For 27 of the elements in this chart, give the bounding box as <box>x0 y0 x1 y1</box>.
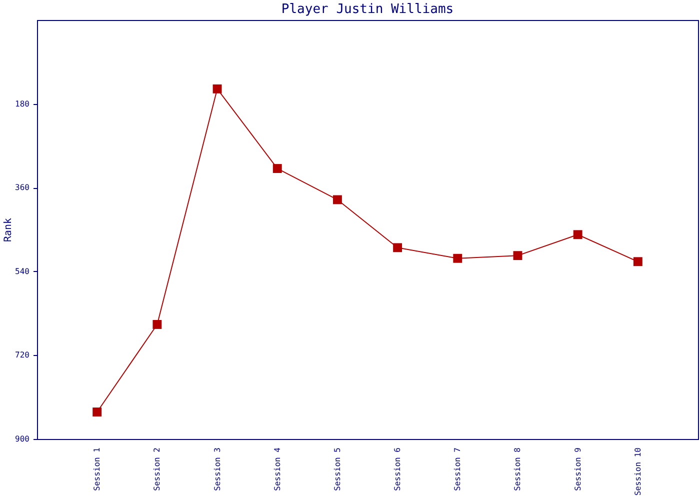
point <box>332 195 342 204</box>
point <box>152 320 162 329</box>
x-tick-label: Session 1 <box>92 447 102 491</box>
x-tick-label: Session 7 <box>453 447 462 491</box>
chart-title: Player Justin Williams <box>281 2 454 17</box>
point <box>573 230 582 240</box>
y-tick-label: 540 <box>15 266 30 276</box>
point <box>393 243 402 252</box>
point <box>453 254 462 263</box>
point <box>513 251 522 260</box>
point <box>212 84 222 94</box>
y-tick-label: 900 <box>15 434 30 444</box>
y-tick-label: 720 <box>15 350 30 360</box>
point <box>92 408 102 416</box>
x-tick-label: Session 3 <box>212 447 222 491</box>
x-tick-label: Session 10 <box>633 447 642 496</box>
x-tick-label: Session 5 <box>332 447 342 491</box>
x-tick-label: Session 4 <box>272 447 282 491</box>
y-axis-title: Rank <box>3 218 14 242</box>
point <box>633 257 642 266</box>
point <box>272 164 282 173</box>
y-tick-label: 360 <box>15 183 30 192</box>
x-tick-label: Session 9 <box>573 447 582 491</box>
x-tick-label: Session 8 <box>513 447 522 491</box>
x-tick-label: Session 6 <box>393 447 402 491</box>
x-tick-label: Session 2 <box>152 447 162 491</box>
y-tick-label: 180 <box>15 99 30 108</box>
